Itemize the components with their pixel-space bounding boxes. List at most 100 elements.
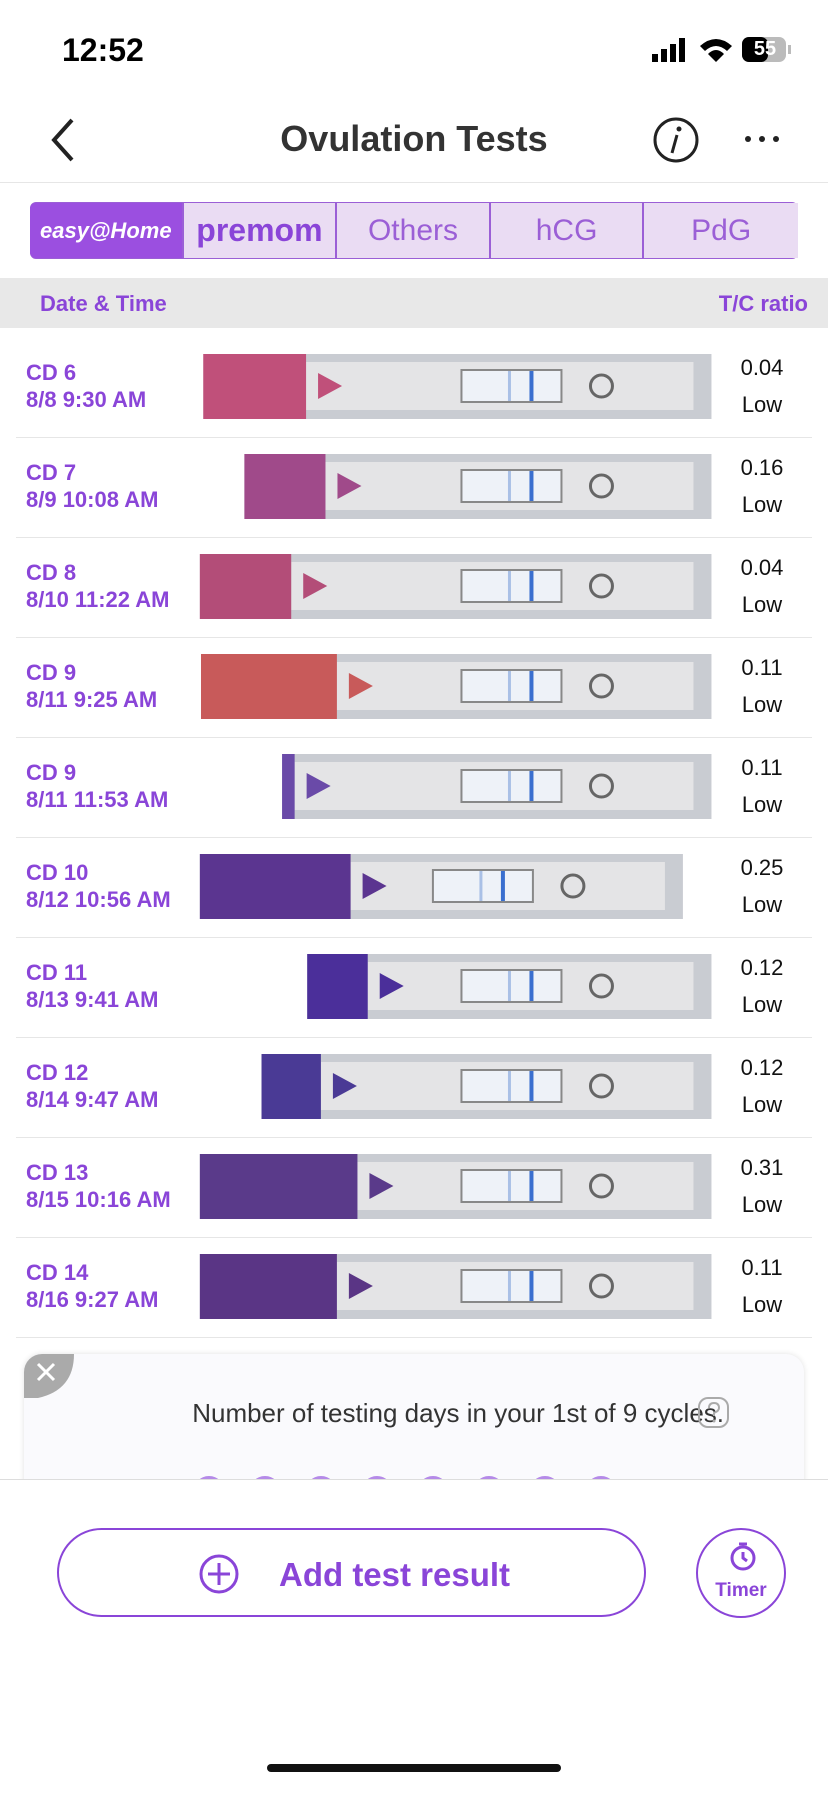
test-strip-photo bbox=[307, 954, 712, 1019]
more-button[interactable] bbox=[742, 130, 782, 150]
cycle-day: CD 14 bbox=[26, 1260, 89, 1285]
strip-handle bbox=[282, 754, 295, 819]
info-button[interactable] bbox=[652, 116, 700, 164]
cycle-day: CD 13 bbox=[26, 1160, 89, 1185]
strip-arrow bbox=[318, 373, 343, 399]
strip-window bbox=[460, 1169, 563, 1203]
test-row[interactable]: CD 6 8/8 9:30 AM 0.04 Low bbox=[16, 337, 812, 438]
test-strip-photo bbox=[282, 754, 712, 819]
timer-label: Timer bbox=[715, 1580, 767, 1601]
cycle-day: CD 7 bbox=[26, 460, 77, 485]
datetime: 8/9 10:08 AM bbox=[26, 487, 159, 512]
col-ratio: T/C ratio bbox=[718, 291, 808, 316]
strip-knob bbox=[560, 873, 586, 899]
datetime: 8/13 9:41 AM bbox=[26, 987, 159, 1012]
level: Low bbox=[741, 1092, 783, 1117]
test-row[interactable]: CD 13 8/15 10:16 AM 0.31 Low bbox=[16, 1137, 812, 1238]
help-icon[interactable] bbox=[697, 1396, 731, 1430]
strip-arrow bbox=[303, 573, 328, 599]
tab[interactable]: hCG bbox=[490, 203, 645, 258]
datetime: 8/16 9:27 AM bbox=[26, 1287, 159, 1312]
test-row[interactable]: CD 8 8/10 11:22 AM 0.04 Low bbox=[16, 537, 812, 638]
strip-knob bbox=[588, 1173, 614, 1199]
datetime: 8/11 11:53 AM bbox=[26, 787, 169, 812]
datetime: 8/11 9:25 AM bbox=[26, 687, 158, 712]
datetime: 8/15 10:16 AM bbox=[26, 1187, 171, 1212]
col-date: Date & Time bbox=[40, 291, 167, 316]
ratio: 0.11 bbox=[741, 755, 783, 780]
test-strip-photo bbox=[199, 854, 683, 919]
test-strip-photo bbox=[200, 654, 712, 719]
add-button[interactable]: Add test result bbox=[57, 1528, 646, 1617]
cycle-day: CD 9 bbox=[26, 660, 77, 685]
ratio: 0.12 bbox=[740, 955, 784, 980]
test-row[interactable]: CD 9 8/11 9:25 AM 0.11 Low bbox=[16, 637, 812, 738]
cycle-day: CD 10 bbox=[26, 860, 89, 885]
ratio: 0.04 bbox=[740, 355, 784, 380]
strip-knob bbox=[588, 973, 614, 999]
ratio: 0.31 bbox=[740, 1155, 784, 1180]
table-header: Date & Time T/C ratio bbox=[0, 278, 828, 328]
time: 12:52 bbox=[62, 32, 144, 68]
ratio: 0.11 bbox=[741, 1255, 783, 1280]
test-row[interactable]: CD 12 8/14 9:47 AM 0.12 Low bbox=[16, 1037, 812, 1138]
strip-handle bbox=[199, 554, 292, 619]
divider bbox=[0, 182, 828, 183]
tab[interactable]: PdG bbox=[644, 203, 798, 258]
cycle-day: CD 11 bbox=[26, 960, 88, 985]
test-strip-photo bbox=[199, 1154, 712, 1219]
cycle-day: CD 8 bbox=[26, 560, 77, 585]
datetime: 8/14 9:47 AM bbox=[26, 1087, 159, 1112]
level: Low bbox=[741, 992, 783, 1017]
cycle-day: CD 9 bbox=[26, 760, 77, 785]
title: Ovulation Tests bbox=[280, 118, 548, 159]
strip-handle bbox=[199, 854, 351, 919]
test-strip-photo bbox=[261, 1054, 712, 1119]
close-button[interactable] bbox=[24, 1354, 74, 1398]
strip-knob bbox=[588, 1273, 614, 1299]
test-strip-photo bbox=[199, 1254, 712, 1319]
strip-knob bbox=[588, 473, 614, 499]
test-row[interactable]: CD 9 8/11 11:53 AM 0.11 Low bbox=[16, 737, 812, 838]
strip-window bbox=[460, 969, 563, 1003]
summary-text: Number of testing days in your 1st of 9 … bbox=[192, 1398, 724, 1428]
strip-arrow bbox=[332, 1073, 357, 1099]
test-row[interactable]: CD 7 8/9 10:08 AM 0.16 Low bbox=[16, 437, 812, 538]
timer-button[interactable]: Timer bbox=[696, 1528, 786, 1618]
back-button[interactable] bbox=[48, 116, 78, 164]
bottom-bar bbox=[0, 1479, 828, 1793]
strip-window bbox=[460, 1069, 563, 1103]
level: Low bbox=[741, 1192, 783, 1217]
strip-handle bbox=[261, 1054, 321, 1119]
battery: 55 bbox=[753, 38, 777, 60]
strip-knob bbox=[588, 773, 614, 799]
strip-window bbox=[460, 369, 563, 403]
test-row[interactable]: CD 14 8/16 9:27 AM 0.11 Low bbox=[16, 1237, 812, 1338]
strip-handle bbox=[244, 454, 326, 519]
strip-window bbox=[460, 469, 563, 503]
tab[interactable]: premom bbox=[183, 203, 338, 258]
strip-handle bbox=[200, 654, 337, 719]
datetime: 8/10 11:22 AM bbox=[26, 587, 170, 612]
level: Low bbox=[741, 492, 783, 517]
cycle-day: CD 6 bbox=[26, 360, 77, 385]
strip-window bbox=[460, 569, 563, 603]
test-strip-photo bbox=[199, 554, 712, 619]
tab[interactable]: Others bbox=[337, 203, 491, 258]
ratio: 0.12 bbox=[740, 1055, 784, 1080]
strip-window bbox=[431, 869, 534, 903]
ratio: 0.11 bbox=[741, 655, 783, 680]
strip-arrow bbox=[362, 873, 387, 899]
level: Low bbox=[741, 592, 783, 617]
test-row[interactable]: CD 10 8/12 10:56 AM 0.25 Low bbox=[16, 837, 812, 938]
test-row[interactable]: CD 11 8/13 9:41 AM 0.12 Low bbox=[16, 937, 812, 1038]
test-strip-photo bbox=[244, 454, 712, 519]
datetime: 8/8 9:30 AM bbox=[26, 387, 147, 412]
tab[interactable]: easy@Home bbox=[30, 203, 184, 258]
strip-arrow bbox=[348, 1273, 373, 1299]
strip-window bbox=[460, 769, 563, 803]
strip-window bbox=[460, 669, 563, 703]
cycle-day: CD 12 bbox=[26, 1060, 89, 1085]
strip-arrow bbox=[379, 973, 404, 999]
